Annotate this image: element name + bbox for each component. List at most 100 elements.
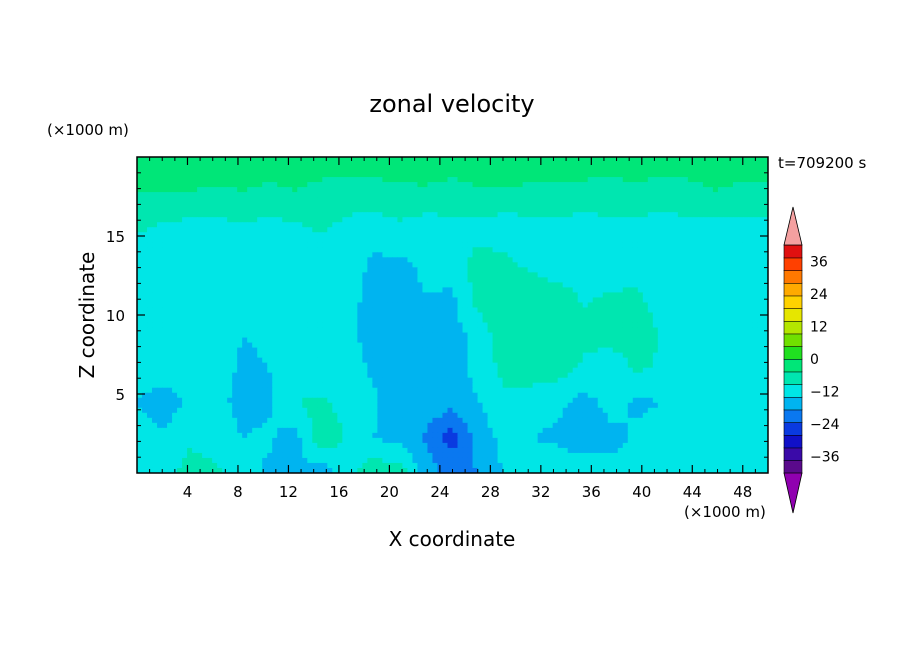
field-cell [597, 162, 604, 168]
field-cell [327, 312, 333, 319]
field-cell [497, 337, 504, 344]
field-cell [512, 202, 519, 208]
field-cell [552, 232, 559, 238]
field-cell [642, 172, 649, 178]
field-cell [702, 297, 709, 304]
field-cell [212, 177, 218, 183]
field-cell [717, 337, 724, 344]
field-cell [452, 312, 459, 319]
field-cell [592, 212, 599, 218]
field-cell [142, 287, 148, 294]
field-cell [302, 347, 308, 354]
field-cell [232, 337, 238, 344]
field-cell [637, 272, 644, 278]
field-cell [602, 222, 609, 228]
field-cell [677, 297, 684, 304]
field-cell [657, 337, 664, 344]
field-cell [307, 302, 313, 309]
field-cell [297, 292, 303, 299]
field-cell [147, 222, 153, 228]
field-cell [492, 182, 499, 188]
field-cell [257, 187, 263, 193]
field-cell [197, 167, 203, 173]
field-cell [347, 272, 353, 278]
field-cell [417, 352, 424, 359]
field-cell [192, 287, 198, 294]
field-cell [172, 297, 178, 304]
field-cell [372, 247, 378, 253]
field-cell [367, 277, 373, 283]
field-cell [447, 287, 454, 294]
field-cell [327, 317, 333, 324]
field-cell [207, 342, 213, 349]
field-cell [712, 192, 719, 198]
field-cell [187, 337, 193, 344]
field-cell [492, 232, 499, 238]
field-cell [752, 307, 759, 314]
field-cell [742, 342, 749, 349]
field-cell [452, 337, 459, 344]
field-cell [642, 177, 649, 183]
field-cell [637, 217, 644, 223]
field-cell [207, 317, 213, 324]
field-cell [282, 267, 288, 273]
field-cell [612, 277, 619, 283]
field-cell [212, 342, 218, 349]
field-cell [567, 262, 574, 268]
field-cell [337, 217, 343, 223]
field-cell [302, 162, 308, 168]
field-cell [142, 327, 148, 334]
field-cell [442, 197, 449, 203]
field-cell [472, 297, 479, 304]
field-cell [737, 167, 744, 173]
field-cell [347, 317, 353, 324]
field-cell [662, 197, 669, 203]
field-cell [332, 302, 338, 309]
field-cell [322, 167, 328, 173]
field-cell [142, 292, 148, 299]
field-cell [362, 247, 368, 253]
field-cell [737, 257, 744, 263]
field-cell [337, 192, 343, 198]
field-cell [292, 307, 298, 314]
field-cell [407, 157, 414, 163]
field-cell [297, 342, 303, 349]
field-cell [197, 267, 203, 273]
field-cell [707, 197, 714, 203]
field-cell [342, 252, 348, 258]
field-cell [297, 322, 303, 329]
field-cell [672, 197, 679, 203]
field-cell [742, 247, 749, 253]
field-cell [612, 307, 619, 314]
field-cell [507, 242, 514, 248]
field-cell [302, 332, 308, 339]
field-cell [552, 222, 559, 228]
field-cell [727, 282, 734, 289]
field-cell [342, 232, 348, 238]
field-cell [267, 327, 273, 334]
field-cell [632, 252, 639, 258]
field-cell [467, 242, 474, 248]
field-cell [717, 212, 724, 218]
field-cell [667, 202, 674, 208]
field-cell [172, 292, 178, 299]
field-cell [297, 187, 303, 193]
field-cell [252, 282, 258, 289]
field-cell [447, 232, 454, 238]
field-cell [292, 242, 298, 248]
field-cell [287, 337, 293, 344]
field-cell [657, 207, 664, 213]
field-cell [562, 162, 569, 168]
field-cell [712, 232, 719, 238]
field-cell [727, 277, 734, 283]
field-cell [272, 272, 278, 278]
field-cell [167, 322, 173, 329]
field-cell [147, 347, 153, 354]
field-cell [232, 267, 238, 273]
field-cell [702, 282, 709, 289]
field-cell [182, 302, 188, 309]
field-cell [612, 252, 619, 258]
field-cell [682, 182, 689, 188]
field-cell [242, 177, 248, 183]
field-cell [277, 172, 283, 178]
